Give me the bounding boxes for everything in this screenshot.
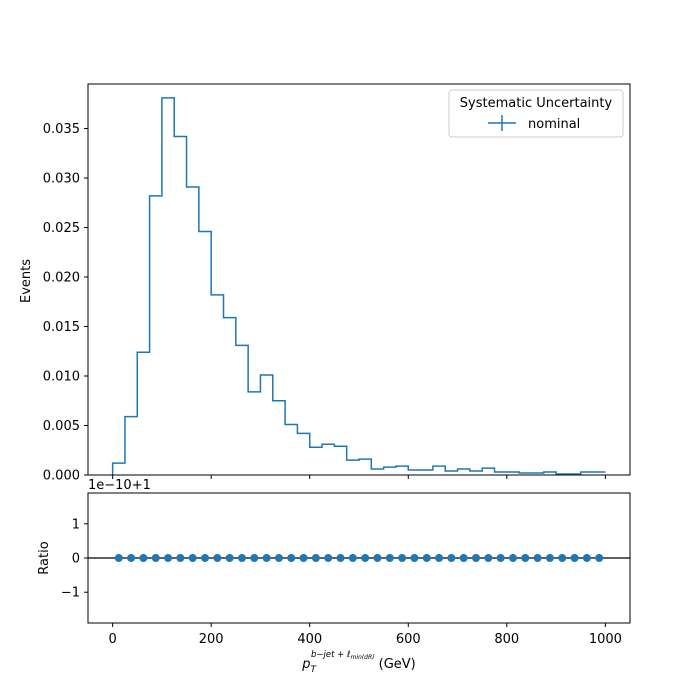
ratio-point bbox=[336, 554, 345, 562]
ratio-point bbox=[237, 554, 246, 562]
ratio-point bbox=[127, 554, 136, 562]
x-axis-label-unit: (GeV) bbox=[374, 657, 415, 672]
ratio-point bbox=[459, 554, 468, 562]
x-axis-label-sup: b−jet + ℓ bbox=[311, 650, 350, 660]
main-y-tick-label: 0.020 bbox=[43, 271, 80, 286]
ratio-point bbox=[324, 554, 333, 562]
ratio-panel: 1e−10+1 −1 0 1 0 200 400 600 800 1000 Ratio pTb… bbox=[37, 478, 631, 675]
main-x-ticks bbox=[112, 475, 606, 479]
histogram-step-line bbox=[111, 97, 606, 475]
ratio-point bbox=[570, 554, 579, 562]
ratio-point bbox=[521, 554, 530, 562]
ratio-point bbox=[151, 554, 160, 562]
ratio-point bbox=[348, 554, 357, 562]
ratio-point bbox=[373, 554, 382, 562]
ratio-point bbox=[114, 554, 123, 562]
ratio-point bbox=[311, 554, 320, 562]
ratio-x-tick-label: 400 bbox=[297, 632, 322, 647]
legend-box bbox=[448, 89, 624, 138]
x-axis-label-main: p bbox=[301, 657, 310, 672]
ratio-point bbox=[533, 554, 542, 562]
ratio-point bbox=[435, 554, 444, 562]
ratio-x-tick-label: 1000 bbox=[589, 632, 622, 647]
ratio-point bbox=[447, 554, 456, 562]
legend-title: Systematic Uncertainty bbox=[460, 96, 613, 111]
ratio-point bbox=[595, 554, 604, 562]
main-panel: 0.000 0.005 0.010 0.015 0.020 0.025 0.030 0.035… bbox=[19, 83, 631, 484]
ratio-point bbox=[225, 554, 234, 562]
ratio-plot-frame bbox=[87, 492, 631, 624]
main-y-tick-label: 0.005 bbox=[43, 419, 80, 434]
ratio-point bbox=[508, 554, 517, 562]
ratio-x-tick-label: 200 bbox=[199, 632, 224, 647]
ratio-point bbox=[188, 554, 197, 562]
main-y-tick-label: 0.025 bbox=[43, 221, 80, 236]
ratio-point bbox=[398, 554, 407, 562]
ratio-point bbox=[582, 554, 591, 562]
main-y-tick-label: 0.030 bbox=[43, 172, 80, 187]
legend: Systematic Uncertainty nominal bbox=[448, 89, 624, 138]
main-y-tick-label: 0.015 bbox=[43, 320, 80, 335]
ratio-point bbox=[545, 554, 554, 562]
ratio-point bbox=[496, 554, 505, 562]
ratio-y-axis-label: Ratio bbox=[37, 541, 52, 574]
ratio-point bbox=[385, 554, 394, 562]
ratio-point bbox=[361, 554, 370, 562]
x-axis-label-sup-sub: min(dR) bbox=[351, 654, 375, 661]
ratio-point bbox=[274, 554, 283, 562]
ratio-point bbox=[558, 554, 567, 562]
ratio-x-tick-label: 800 bbox=[494, 632, 519, 647]
ratio-point bbox=[164, 554, 173, 562]
main-y-tick-label: 0.035 bbox=[43, 122, 80, 137]
ratio-point bbox=[201, 554, 210, 562]
ratio-y-tick-label: −1 bbox=[61, 586, 80, 601]
ratio-x-tick-label: 0 bbox=[108, 632, 116, 647]
ratio-point bbox=[176, 554, 185, 562]
ratio-point bbox=[213, 554, 222, 562]
x-axis-label: pTb−jet + ℓmin(dR) (GeV) bbox=[301, 650, 415, 675]
main-plot-frame bbox=[87, 83, 631, 476]
legend-marker-nominal bbox=[488, 115, 516, 131]
ratio-x-tick-label: 600 bbox=[396, 632, 421, 647]
ratio-point bbox=[250, 554, 259, 562]
ratio-x-ticks: 0 200 400 600 800 1000 bbox=[108, 623, 622, 647]
ratio-y-tick-label: 0 bbox=[72, 552, 80, 567]
main-y-tick-label: 0.010 bbox=[43, 370, 80, 385]
main-y-axis-label: Events bbox=[19, 259, 34, 303]
ratio-point bbox=[410, 554, 419, 562]
ratio-point bbox=[484, 554, 493, 562]
ratio-point bbox=[422, 554, 431, 562]
ratio-point bbox=[139, 554, 148, 562]
main-y-ticks: 0.000 0.005 0.010 0.015 0.020 0.025 0.030 0.035 bbox=[43, 122, 88, 484]
ratio-y-ticks: −1 0 1 bbox=[61, 517, 88, 601]
ratio-point bbox=[262, 554, 271, 562]
ratio-y-tick-label: 1 bbox=[72, 517, 80, 532]
ratio-offset-text: 1e−10+1 bbox=[88, 478, 151, 493]
x-axis-label-sub: T bbox=[311, 665, 318, 675]
ratio-point bbox=[287, 554, 296, 562]
main-y-tick-label: 0.000 bbox=[43, 469, 80, 484]
ratio-point bbox=[472, 554, 481, 562]
legend-entry-nominal: nominal bbox=[528, 117, 580, 132]
ratio-points bbox=[114, 554, 604, 562]
ratio-point bbox=[299, 554, 308, 562]
